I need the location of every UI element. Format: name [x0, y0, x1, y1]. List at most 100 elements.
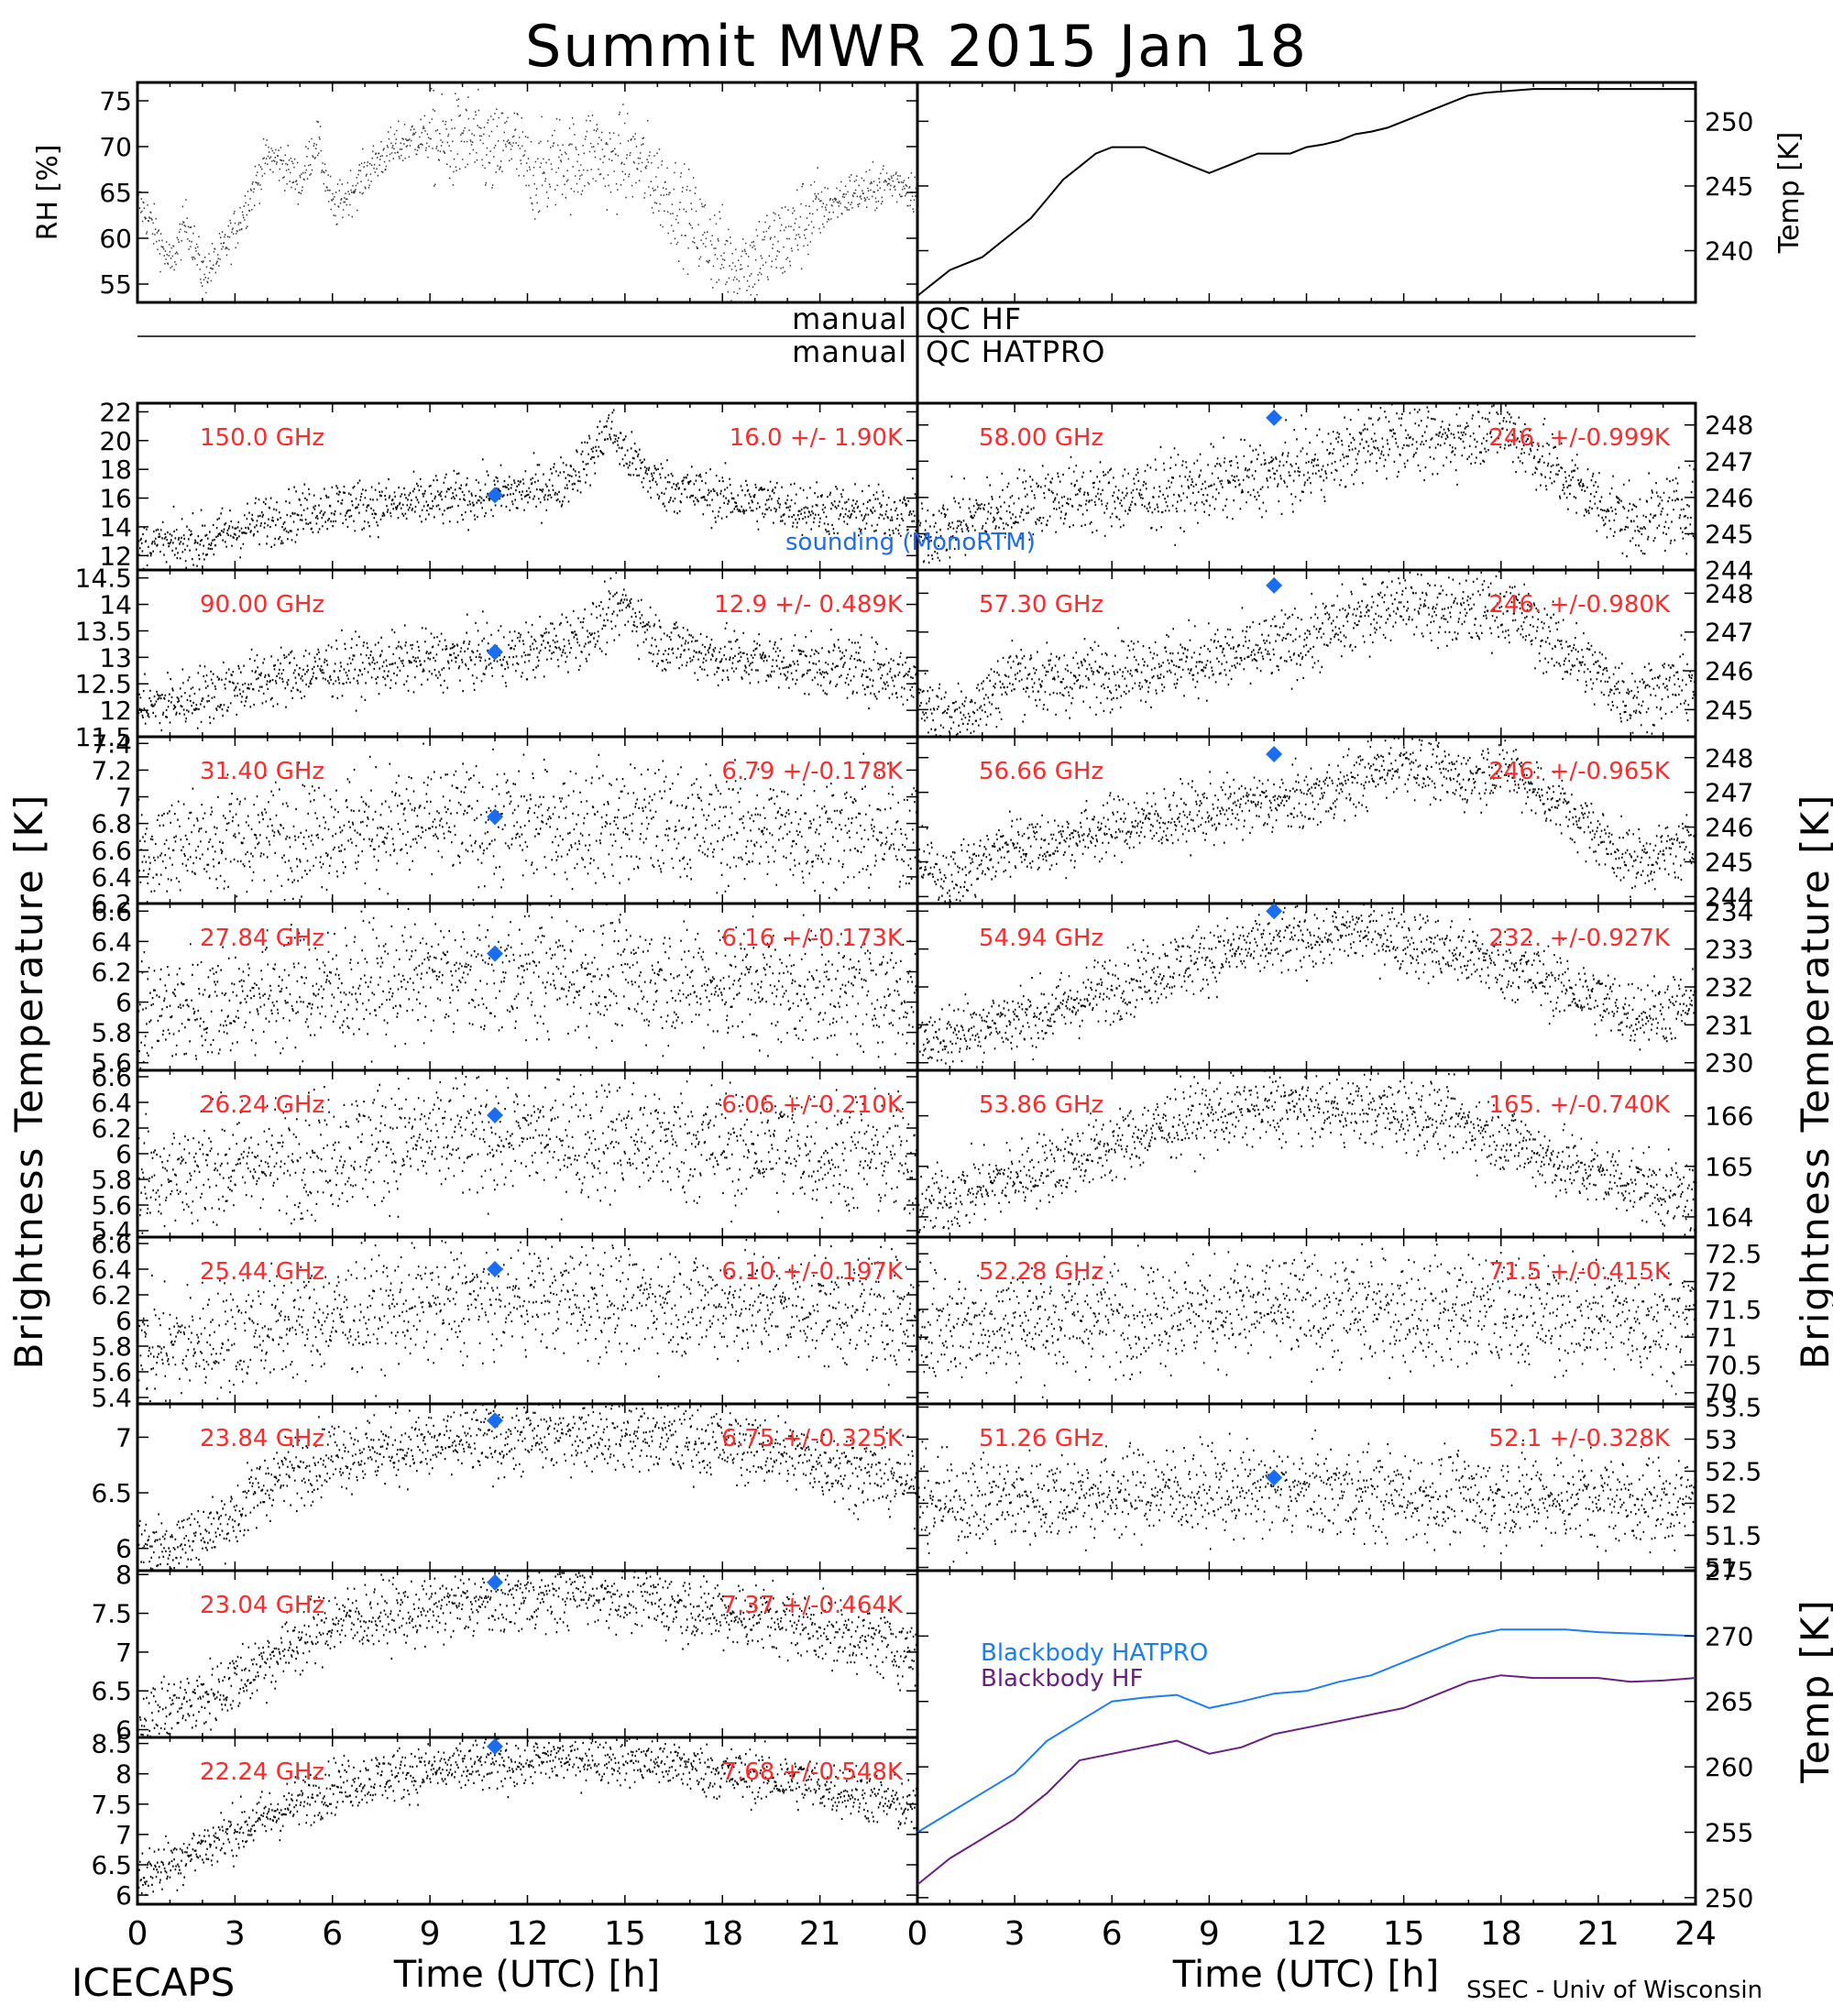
y-tick-label: 71 [1705, 1322, 1738, 1353]
y-tick-label: 72.5 [1705, 1239, 1762, 1269]
y-tick-label: 244 [1705, 882, 1753, 912]
x-tick-label: 9 [420, 1915, 441, 1953]
x-tick-label: 6 [1102, 1915, 1123, 1953]
sounding-marker [1266, 409, 1283, 426]
bt-axis-label-left: Brightness Temperature [K] [6, 794, 51, 1370]
x-tick-label: 21 [1577, 1915, 1619, 1953]
y-tick-label: 5.4 [91, 1383, 132, 1413]
y-tick-label: 11.5 [75, 722, 132, 752]
x-tick-label: 12 [507, 1915, 549, 1953]
frequency-label: 52.28 GHz [979, 1258, 1103, 1286]
y-tick-label: 232 [1705, 972, 1753, 1003]
sounding-marker [1266, 576, 1283, 594]
y-tick-label: 6.6 [91, 1229, 132, 1259]
sounding-marker [487, 1573, 504, 1591]
y-tick-label: 234 [1705, 896, 1753, 926]
y-tick-label: 8.5 [91, 1729, 132, 1759]
bt-left-panel: 6 6.5 7 7.5 8 23.04 GHz 7.37 +/-0.464K [91, 1560, 919, 1746]
sounding-marker [1266, 1469, 1283, 1486]
y-tick-label: 20 [99, 426, 132, 456]
y-tick-label: 51.5 [1705, 1521, 1762, 1551]
rh-axis-label: RH [%] [32, 145, 64, 241]
blackbody-line [916, 1628, 1696, 1834]
y-tick-label: 7 [115, 783, 132, 813]
y-tick-label: 233 [1705, 935, 1753, 965]
y-tick-label: 5.8 [91, 1018, 132, 1048]
y-tick-label: 5.8 [91, 1331, 132, 1362]
stat-label: 7.68 +/-0.548K [721, 1759, 904, 1786]
y-tick-label: 12 [99, 696, 132, 726]
chart-title: Summit MWR 2015 Jan 18 [525, 13, 1308, 80]
frequency-label: 58.00 GHz [979, 424, 1103, 452]
y-tick-label: 70 [99, 132, 132, 162]
y-tick-label: 7.5 [91, 1790, 132, 1820]
temp-plot: 240 245 250 [916, 82, 1753, 302]
y-tick-label: 5.6 [91, 1190, 132, 1221]
x-tick-label: 3 [225, 1915, 246, 1953]
x-axis-label-right: Time (UTC) [h] [1172, 1954, 1439, 1996]
x-tick-label: 12 [1286, 1915, 1328, 1953]
stat-label: 12.9 +/- 0.489K [714, 591, 904, 619]
sounding-marker [1266, 745, 1283, 762]
y-tick-label: 245 [1705, 519, 1753, 549]
y-tick-label: 265 [1705, 1687, 1753, 1717]
stat-label: 6.10 +/-0.197K [721, 1258, 904, 1286]
frequency-label: 54.94 GHz [979, 925, 1103, 952]
data-points [137, 409, 919, 572]
frequency-label: 53.86 GHz [979, 1091, 1103, 1119]
y-tick-label: 6 [115, 988, 132, 1018]
sounding-marker [487, 1261, 504, 1277]
y-tick-label: 255 [1705, 1817, 1753, 1847]
y-tick-label: 65 [99, 178, 132, 208]
y-tick-label: 13.5 [75, 616, 132, 646]
y-tick-label: 53.5 [1705, 1393, 1762, 1423]
stat-label: 6.75 +/-0.325K [721, 1425, 904, 1452]
frequency-label: 23.04 GHz [200, 1592, 324, 1619]
y-tick-label: 12 [99, 541, 132, 571]
y-tick-label: 165 [1705, 1152, 1753, 1182]
temp-axis-label: Temp [K] [1773, 132, 1806, 255]
data-points [137, 902, 919, 1072]
y-tick-label: 55 [99, 269, 132, 300]
data-points [137, 572, 919, 738]
y-tick-label: 6.6 [91, 1062, 132, 1092]
y-tick-label: 6 [115, 1306, 132, 1336]
sounding-marker [1266, 903, 1283, 920]
frequency-label: 56.66 GHz [979, 758, 1103, 785]
y-tick-label: 6 [115, 1715, 132, 1746]
y-tick-label: 6.2 [91, 1280, 132, 1310]
y-tick-label: 6.4 [91, 926, 132, 957]
y-tick-label: 6.2 [91, 1113, 132, 1144]
frequency-label: 31.40 GHz [200, 758, 324, 785]
frequency-label: 22.24 GHz [200, 1759, 324, 1786]
y-tick-label: 5.6 [91, 1357, 132, 1387]
y-tick-label: 51 [1705, 1553, 1738, 1583]
y-tick-label: 250 [1705, 1883, 1753, 1913]
y-tick-label: 247 [1705, 618, 1753, 648]
y-tick-label: 53 [1705, 1425, 1738, 1455]
y-tick-label: 22 [99, 397, 132, 427]
y-tick-label: 248 [1705, 743, 1753, 773]
frequency-label: 23.84 GHz [200, 1425, 324, 1452]
y-tick-label: 6.5 [91, 1676, 132, 1706]
y-tick-label: 52 [1705, 1489, 1738, 1519]
y-tick-label: 52.5 [1705, 1457, 1762, 1487]
stat-label: 71.5 +/-0.415K [1488, 1258, 1671, 1286]
y-tick-label: 7 [115, 1638, 132, 1668]
data-points [917, 1429, 1697, 1563]
y-tick-label: 245 [1705, 848, 1753, 878]
y-tick-label: 6.8 [91, 809, 132, 839]
y-tick-label: 7.2 [91, 755, 132, 785]
stat-label: 165. +/-0.740K [1488, 1091, 1671, 1119]
y-tick-label: 72 [1705, 1267, 1738, 1298]
y-tick-label: 246 [1705, 483, 1753, 513]
x-tick-label: 15 [1383, 1915, 1425, 1953]
x-tick-label: 0 [127, 1915, 148, 1953]
y-tick-label: 12.5 [75, 669, 132, 699]
x-tick-label: 18 [1480, 1915, 1522, 1953]
frequency-label: 27.84 GHz [200, 925, 324, 952]
rh-data-points [137, 87, 919, 303]
stat-label: 7.37 +/-0.464K [721, 1592, 904, 1619]
